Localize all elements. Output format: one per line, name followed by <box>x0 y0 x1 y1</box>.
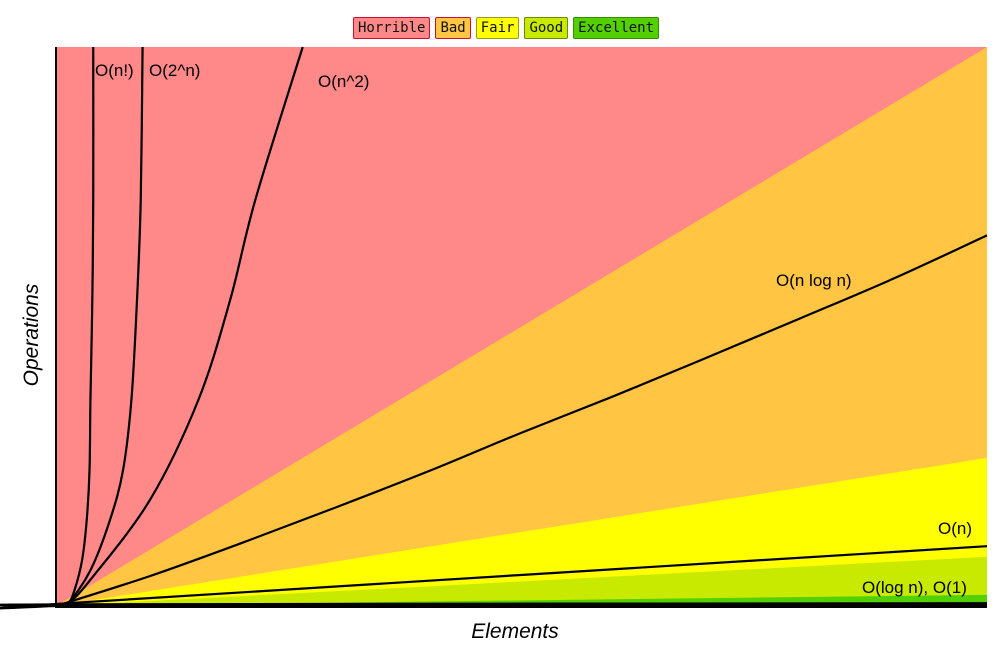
region-bad <box>56 47 987 606</box>
label-nlogn: O(n log n) <box>776 271 852 290</box>
x-axis-label: Elements <box>471 620 559 643</box>
label-log-constant: O(log n), O(1) <box>862 578 967 597</box>
label-linear: O(n) <box>938 519 972 538</box>
curve-linear <box>0 545 988 610</box>
curve-nlogn <box>55 234 988 608</box>
label-quadratic: O(n^2) <box>318 72 369 91</box>
legend-item-fair: Fair <box>475 17 520 39</box>
region-fair <box>56 457 987 606</box>
region-good <box>56 556 987 606</box>
legend-item-bad: Bad <box>435 17 471 39</box>
label-factorial: O(n!) <box>95 61 134 80</box>
legend-item-good: Good <box>524 17 569 39</box>
legend-item-excellent: Excellent <box>573 17 660 39</box>
legend: Horrible Bad Fair Good Excellent <box>353 17 660 39</box>
y-axis-label: Operations <box>20 283 43 386</box>
legend-item-horrible: Horrible <box>353 17 431 39</box>
curve-quadratic <box>55 46 304 608</box>
label-exponential: O(2^n) <box>149 61 200 80</box>
curve-exponential <box>55 46 144 608</box>
curve-factorial <box>55 46 95 608</box>
